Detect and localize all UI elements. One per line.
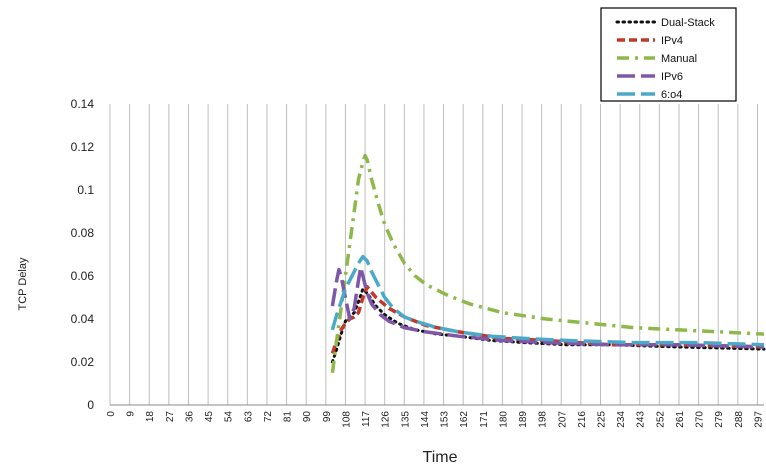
x-tick-label: 270 bbox=[695, 411, 706, 428]
x-tick-label: 27 bbox=[165, 411, 176, 423]
x-tick-label: 261 bbox=[675, 411, 686, 428]
legend-label: Dual-Stack bbox=[661, 17, 715, 29]
series-layer bbox=[330, 153, 766, 374]
x-axis-ticks: 0 9 18 27 36 45 54 63 72 81 90 99 108 117 126 135 144 153… bbox=[106, 411, 764, 428]
series-line-dual-stack bbox=[330, 287, 766, 364]
vertical-gridlines bbox=[109, 104, 758, 405]
x-tick-label: 162 bbox=[459, 411, 470, 428]
x-tick-label: 117 bbox=[361, 411, 372, 427]
y-tick-label: 0.06 bbox=[71, 269, 95, 283]
x-tick-label: 36 bbox=[184, 411, 195, 423]
x-tick-label: 135 bbox=[400, 411, 411, 428]
series-line-ipv6 bbox=[330, 265, 765, 349]
x-tick-label: 108 bbox=[341, 411, 352, 428]
x-tick-label: 234 bbox=[616, 411, 627, 428]
y-tick-label: 0.04 bbox=[71, 312, 95, 326]
series-line-manual bbox=[330, 153, 765, 374]
x-tick-label: 297 bbox=[753, 411, 764, 428]
x-tick-label: 288 bbox=[734, 411, 745, 428]
y-tick-label: 0.14 bbox=[71, 97, 95, 111]
x-tick-label: 207 bbox=[557, 411, 568, 428]
legend-label: IPv4 bbox=[661, 35, 683, 47]
x-tick-label: 189 bbox=[518, 411, 529, 428]
legend-label: IPv6 bbox=[661, 71, 683, 83]
series-line-6to4 bbox=[330, 254, 765, 347]
x-tick-label: 81 bbox=[283, 411, 294, 423]
x-tick-label: 225 bbox=[597, 411, 608, 428]
x-tick-label: 9 bbox=[126, 411, 137, 417]
x-axis-title: Time bbox=[423, 449, 458, 466]
x-tick-label: 243 bbox=[636, 411, 647, 428]
x-tick-label: 153 bbox=[440, 411, 451, 428]
legend-label: 6:o4 bbox=[661, 89, 682, 101]
x-tick-label: 72 bbox=[263, 411, 274, 423]
x-tick-label: 126 bbox=[381, 411, 392, 428]
x-tick-label: 198 bbox=[538, 411, 549, 428]
y-axis-ticks: 0 0.02 0.04 0.06 0.08 0.1 0.12 0.14 bbox=[71, 97, 95, 412]
x-tick-label: 18 bbox=[145, 411, 156, 423]
x-tick-label: 63 bbox=[243, 411, 254, 423]
x-tick-label: 45 bbox=[204, 411, 215, 423]
x-tick-label: 0 bbox=[106, 411, 117, 417]
x-tick-label: 180 bbox=[498, 411, 509, 428]
y-tick-label: 0.12 bbox=[71, 140, 95, 154]
x-tick-label: 54 bbox=[224, 411, 235, 423]
x-tick-label: 90 bbox=[302, 411, 313, 423]
x-tick-label: 216 bbox=[577, 411, 588, 428]
x-tick-label: 171 bbox=[479, 411, 490, 428]
x-tick-label: 144 bbox=[420, 411, 431, 428]
y-axis-title: TCP Delay bbox=[17, 257, 29, 310]
y-tick-label: 0.02 bbox=[71, 355, 95, 369]
x-tick-label: 99 bbox=[322, 411, 333, 423]
y-tick-label: 0.08 bbox=[71, 226, 95, 240]
y-tick-label: 0 bbox=[87, 398, 94, 412]
y-tick-label: 0.1 bbox=[77, 183, 94, 197]
legend: Dual-Stack IPv4 Manual IPv6 6:o4 bbox=[600, 7, 737, 102]
x-tick-label: 252 bbox=[655, 411, 666, 428]
legend-label: Manual bbox=[661, 53, 697, 65]
x-tick-label: 279 bbox=[714, 411, 725, 428]
